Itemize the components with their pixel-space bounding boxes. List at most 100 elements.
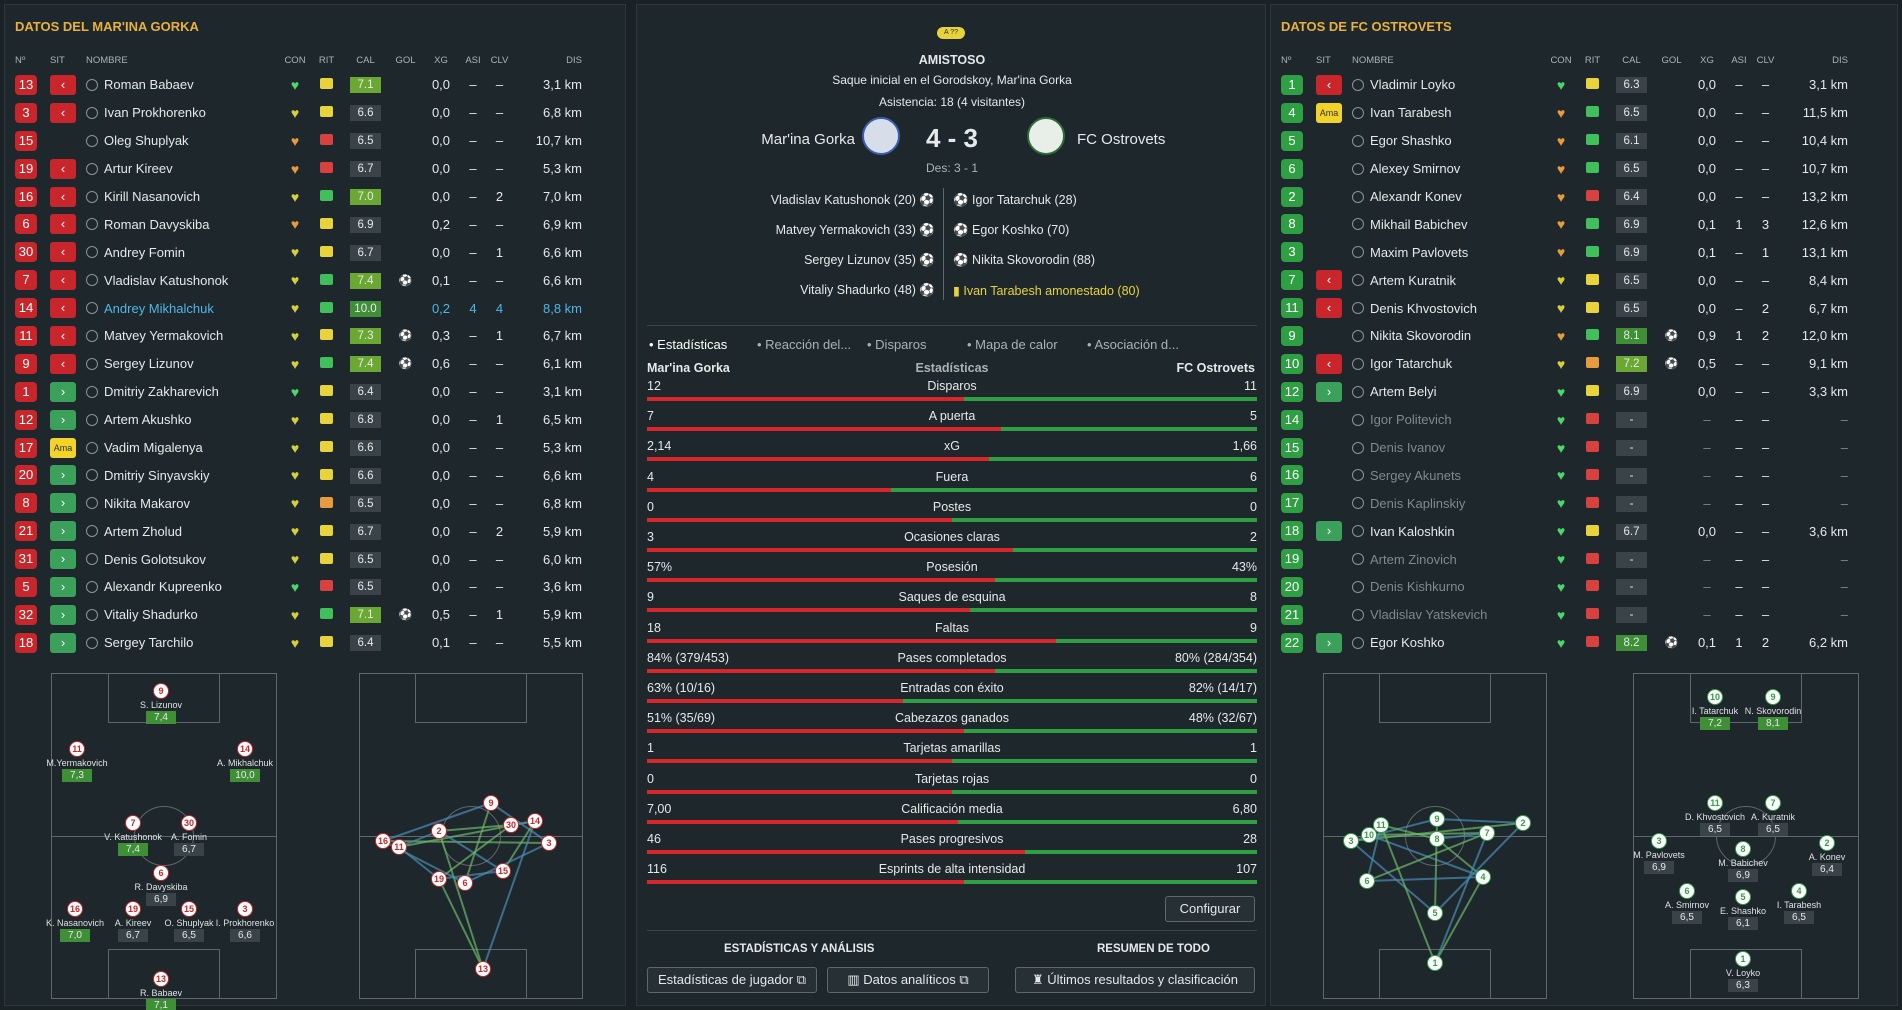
- home-team-name[interactable]: Mar'ina Gorka: [761, 131, 855, 148]
- table-row[interactable]: 10 ‹ Igor Tatarchuk ♥ 7.2 ⚽ 0,5 – – 9,1 km: [1271, 350, 1897, 378]
- table-row[interactable]: 5 Egor Shashko ♥ 6.1 0,0 – – 10,4 km: [1271, 127, 1897, 155]
- away-team-name[interactable]: FC Ostrovets: [1077, 131, 1166, 148]
- configure-button[interactable]: Configurar: [1165, 896, 1255, 922]
- player-marker[interactable]: 3: [1651, 833, 1667, 849]
- player-name-cell[interactable]: Kirill Nasanovich: [86, 189, 280, 204]
- player-name-cell[interactable]: Denis Golotsukov: [86, 552, 280, 567]
- table-row[interactable]: 17 Denis Kaplinskiy ♥ - – – – –: [1271, 489, 1897, 517]
- table-row[interactable]: 7 ‹ Artem Kuratnik ♥ 6.5 0,0 – – 8,4 km: [1271, 266, 1897, 294]
- player-name-cell[interactable]: Artem Belyi: [1352, 384, 1546, 399]
- pass-node[interactable]: 11: [1373, 817, 1389, 833]
- pass-node[interactable]: 9: [483, 795, 499, 811]
- player-name-cell[interactable]: Nikita Skovorodin: [1352, 328, 1546, 343]
- player-name[interactable]: Denis Khvostovich: [1370, 300, 1477, 316]
- player-name[interactable]: Denis Ivanov: [1370, 440, 1446, 456]
- player-name[interactable]: Ivan Kaloshkin: [1370, 523, 1455, 539]
- player-marker[interactable]: 15: [181, 901, 197, 917]
- goal-scorer[interactable]: Vladislav Katushonok (20): [770, 193, 916, 207]
- table-row[interactable]: 20 › Dmitriy Sinyavskiy ♥ 6.6 0,0 – – 6,6 km: [5, 461, 625, 489]
- player-name-cell[interactable]: Matvey Yermakovich: [86, 328, 280, 343]
- pass-node[interactable]: 16: [375, 833, 391, 849]
- column-header[interactable]: SIT: [50, 54, 65, 66]
- column-header[interactable]: DIS: [1832, 54, 1848, 66]
- column-header[interactable]: DIS: [566, 54, 582, 66]
- goal-scorer[interactable]: Sergey Lizunov (35): [804, 253, 916, 267]
- player-marker[interactable]: 6: [153, 865, 169, 881]
- player-name[interactable]: Maxim Pavlovets: [1370, 244, 1469, 260]
- player-name-cell[interactable]: Maxim Pavlovets: [1352, 245, 1546, 260]
- player-marker[interactable]: 4: [1791, 883, 1807, 899]
- column-header[interactable]: CAL: [1622, 54, 1641, 66]
- player-name-cell[interactable]: Denis Kishkurno: [1352, 579, 1546, 594]
- player-marker[interactable]: 13: [153, 971, 169, 987]
- player-name-cell[interactable]: Roman Davyskiba: [86, 217, 280, 232]
- player-marker[interactable]: 14: [237, 741, 253, 757]
- pass-node[interactable]: 10: [1361, 827, 1377, 843]
- pass-node[interactable]: 19: [431, 871, 447, 887]
- player-name[interactable]: Artem Belyi: [1370, 384, 1437, 400]
- pass-node[interactable]: 6: [1359, 873, 1375, 889]
- table-row[interactable]: 12 › Artem Belyi ♥ 6.9 0,0 – – 3,3 km: [1271, 378, 1897, 406]
- column-header[interactable]: RIT: [1584, 54, 1601, 66]
- player-name-cell[interactable]: Denis Khvostovich: [1352, 301, 1546, 316]
- stats-tab[interactable]: • Asociación d...: [1087, 337, 1179, 352]
- stats-tab[interactable]: • Reacción del...: [757, 337, 852, 352]
- pass-node[interactable]: 3: [1343, 833, 1359, 849]
- player-name[interactable]: Ivan Tarabesh: [1370, 105, 1452, 121]
- player-name-cell[interactable]: Artem Akushko: [86, 412, 280, 427]
- column-header[interactable]: GOL: [395, 54, 416, 66]
- table-row[interactable]: 11 ‹ Matvey Yermakovich ♥ 7.3 ⚽ 0,3 – 1 6,7 km: [5, 322, 625, 350]
- player-name-cell[interactable]: Alexey Smirnov: [1352, 161, 1546, 176]
- player-marker[interactable]: 11: [69, 741, 85, 757]
- player-name-cell[interactable]: Vladislav Katushonok: [86, 273, 280, 288]
- table-row[interactable]: 32 › Vitaliy Shadurko ♥ 7.1 ⚽ 0,5 – 1 5,9 km: [5, 601, 625, 629]
- event-player[interactable]: Nikita Skovorodin (88): [972, 253, 1096, 267]
- player-name-cell[interactable]: Dmitriy Sinyavskiy: [86, 468, 280, 483]
- player-name-cell[interactable]: Denis Kaplinskiy: [1352, 496, 1546, 511]
- player-name[interactable]: Igor Tatarchuk: [1370, 356, 1453, 372]
- column-header[interactable]: CON: [284, 54, 306, 66]
- pass-node[interactable]: 6: [457, 875, 473, 891]
- player-name[interactable]: Denis Golotsukov: [104, 551, 206, 567]
- player-name-cell[interactable]: Igor Tatarchuk: [1352, 356, 1546, 371]
- table-row[interactable]: 8 › Nikita Makarov ♥ 6.5 0,0 – – 6,8 km: [5, 489, 625, 517]
- player-marker[interactable]: 7: [1765, 795, 1781, 811]
- player-name[interactable]: Dmitriy Zakharevich: [104, 384, 219, 400]
- table-row[interactable]: 1 › Dmitriy Zakharevich ♥ 6.4 0,0 – – 3,1 km: [5, 378, 625, 406]
- table-row[interactable]: 15 Oleg Shuplyak ♥ 6.5 0,0 – – 10,7 km: [5, 127, 625, 155]
- player-name-cell[interactable]: Alexandr Kupreenko: [86, 579, 280, 594]
- player-name[interactable]: Kirill Nasanovich: [104, 189, 201, 204]
- player-name[interactable]: Artur Kireev: [104, 161, 173, 177]
- player-name-cell[interactable]: Sergey Lizunov: [86, 356, 280, 371]
- pass-node[interactable]: 4: [1475, 869, 1491, 885]
- player-name-cell[interactable]: Andrey Fomin: [86, 245, 280, 260]
- table-row[interactable]: 30 ‹ Andrey Fomin ♥ 6.7 0,0 – 1 6,6 km: [5, 238, 625, 266]
- pass-node[interactable]: 1: [1427, 955, 1443, 971]
- pass-node[interactable]: 9: [1429, 811, 1445, 827]
- table-row[interactable]: 6 ‹ Roman Davyskiba ♥ 6.9 0,2 – – 6,9 km: [5, 210, 625, 238]
- player-name-cell[interactable]: Ivan Kaloshkin: [1352, 524, 1546, 539]
- player-name[interactable]: Artem Zholud: [104, 523, 183, 539]
- player-name[interactable]: Igor Politevich: [1370, 412, 1452, 428]
- player-marker[interactable]: 10: [1707, 689, 1723, 705]
- player-name-cell[interactable]: Vladimir Loyko: [1352, 77, 1546, 92]
- player-marker[interactable]: 19: [125, 901, 141, 917]
- table-row[interactable]: 3 Maxim Pavlovets ♥ 6.9 0,1 – 1 13,1 km: [1271, 238, 1897, 266]
- player-stats-button[interactable]: Estadísticas de jugador ⧉: [647, 967, 817, 993]
- pass-node[interactable]: 30: [503, 817, 519, 833]
- table-row[interactable]: 8 Mikhail Babichev ♥ 6.9 0,1 1 3 12,6 km: [1271, 210, 1897, 238]
- player-name[interactable]: Artem Kuratnik: [1370, 272, 1456, 288]
- column-header[interactable]: CON: [1550, 54, 1572, 66]
- table-row[interactable]: 11 ‹ Denis Khvostovich ♥ 6.5 0,0 – 2 6,7 km: [1271, 294, 1897, 322]
- pass-node[interactable]: 15: [495, 863, 511, 879]
- stats-tab[interactable]: • Estadísticas: [649, 337, 728, 352]
- column-header[interactable]: CAL: [356, 54, 375, 66]
- column-header[interactable]: XG: [1700, 54, 1714, 66]
- pass-node[interactable]: 2: [1515, 815, 1531, 831]
- player-name[interactable]: Egor Koshko: [1370, 635, 1445, 651]
- player-name[interactable]: Nikita Makarov: [104, 495, 190, 511]
- table-row[interactable]: 21 › Artem Zholud ♥ 6.7 0,0 – 2 5,9 km: [5, 517, 625, 545]
- player-marker[interactable]: 7: [125, 815, 141, 831]
- player-marker[interactable]: 3: [237, 901, 253, 917]
- player-name-cell[interactable]: Artem Zholud: [86, 524, 280, 539]
